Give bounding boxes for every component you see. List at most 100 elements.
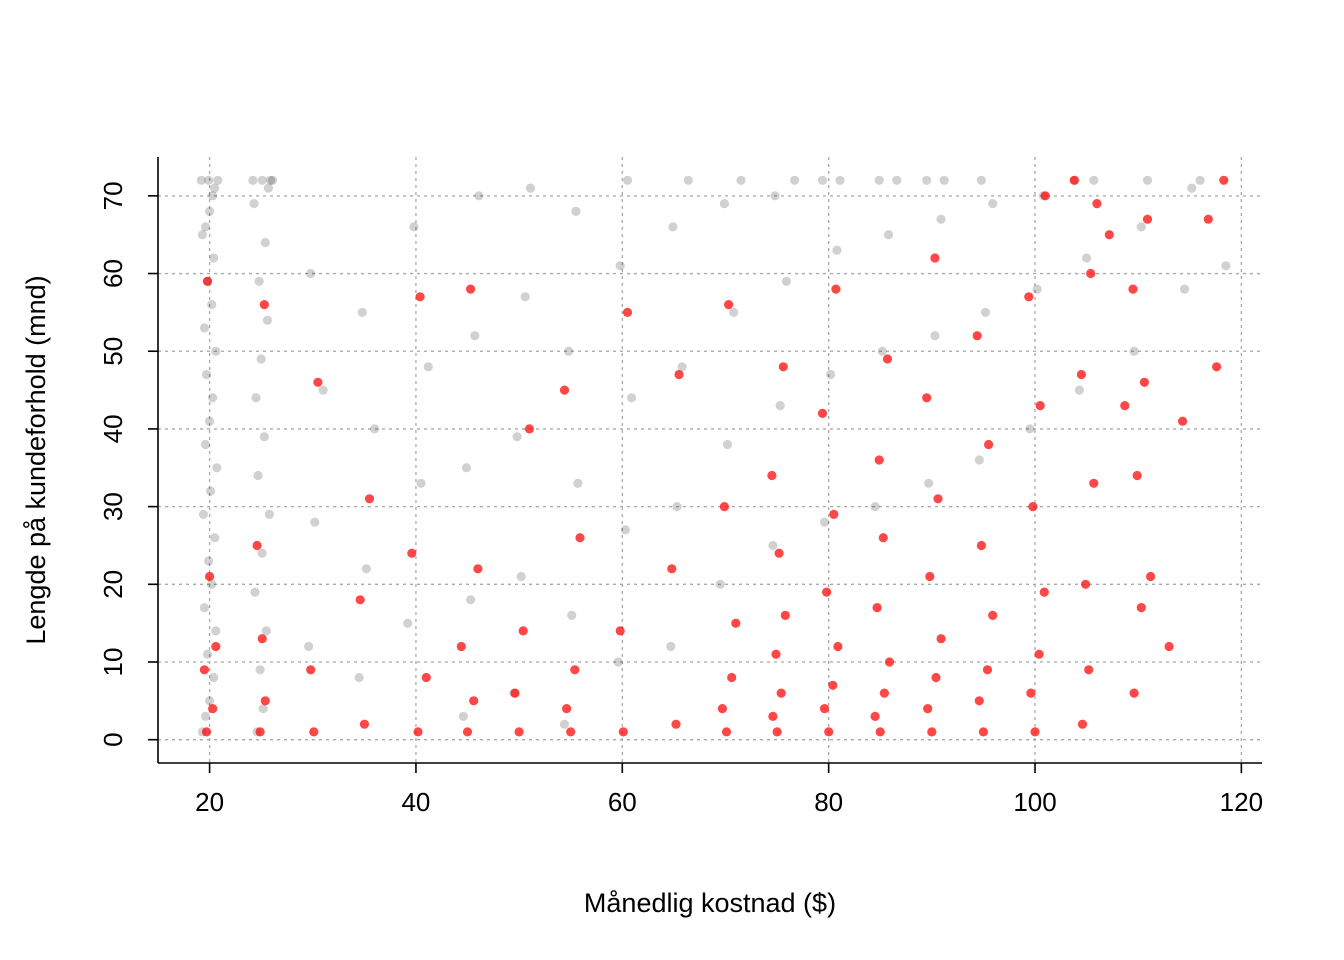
red-point bbox=[667, 564, 677, 574]
black-point bbox=[458, 711, 468, 722]
red-point bbox=[259, 300, 269, 310]
black-point bbox=[205, 206, 215, 216]
red-point bbox=[199, 665, 209, 675]
black-point bbox=[672, 502, 682, 512]
black-point bbox=[1089, 175, 1099, 185]
black-point bbox=[627, 393, 637, 403]
red-point bbox=[1077, 719, 1088, 729]
black-point bbox=[939, 175, 949, 185]
red-point bbox=[257, 634, 267, 644]
black-point bbox=[1032, 284, 1042, 294]
black-point bbox=[259, 432, 269, 442]
x-tick-label: 60 bbox=[608, 787, 637, 817]
red-point bbox=[870, 711, 880, 722]
red-point bbox=[1034, 649, 1044, 659]
black-point bbox=[1142, 175, 1153, 185]
red-point bbox=[674, 369, 684, 380]
red-point bbox=[1212, 362, 1222, 372]
red-point bbox=[933, 494, 943, 504]
black-point bbox=[199, 323, 209, 333]
black-point bbox=[922, 175, 932, 185]
red-point bbox=[1028, 502, 1038, 512]
red-point bbox=[719, 502, 730, 512]
red-point bbox=[882, 354, 893, 364]
series-black-points bbox=[196, 175, 1231, 737]
red-point bbox=[575, 533, 585, 543]
black-point bbox=[213, 175, 223, 185]
red-point bbox=[1139, 377, 1149, 387]
black-point bbox=[306, 268, 316, 279]
red-point bbox=[1089, 478, 1099, 488]
black-point bbox=[200, 711, 211, 722]
red-point bbox=[562, 704, 572, 714]
red-point bbox=[931, 672, 941, 683]
black-point bbox=[470, 331, 480, 341]
red-point bbox=[976, 540, 987, 551]
black-point bbox=[715, 579, 725, 589]
black-point bbox=[573, 478, 583, 488]
red-point bbox=[456, 641, 466, 652]
red-point bbox=[671, 719, 681, 729]
red-point bbox=[930, 253, 940, 263]
grid-lines bbox=[158, 157, 1262, 763]
black-point bbox=[571, 206, 581, 216]
black-point bbox=[1082, 253, 1092, 263]
black-point bbox=[210, 183, 220, 193]
black-point bbox=[668, 222, 678, 232]
red-point bbox=[510, 688, 520, 698]
y-tick-label: 50 bbox=[98, 337, 128, 366]
black-point bbox=[255, 665, 265, 675]
black-point bbox=[835, 175, 845, 185]
black-point bbox=[208, 393, 218, 403]
red-point bbox=[984, 439, 994, 450]
red-point bbox=[413, 727, 423, 737]
black-point bbox=[817, 175, 828, 185]
black-point bbox=[262, 315, 272, 325]
y-tick-label: 30 bbox=[98, 492, 128, 521]
red-point bbox=[462, 727, 473, 737]
black-point bbox=[260, 237, 270, 248]
black-point bbox=[265, 175, 276, 185]
red-point bbox=[469, 696, 479, 706]
black-point bbox=[620, 525, 631, 535]
black-point bbox=[205, 416, 215, 426]
black-point bbox=[877, 346, 887, 356]
red-point bbox=[473, 564, 483, 574]
black-point bbox=[775, 401, 785, 411]
black-point bbox=[211, 626, 221, 636]
black-point bbox=[423, 362, 433, 372]
red-point bbox=[874, 455, 884, 465]
black-point bbox=[370, 424, 380, 434]
black-point bbox=[567, 610, 577, 621]
black-point bbox=[249, 199, 259, 209]
black-point bbox=[304, 641, 314, 652]
red-point bbox=[208, 704, 218, 714]
red-point bbox=[1084, 665, 1094, 675]
black-point bbox=[357, 307, 367, 317]
black-point bbox=[832, 245, 842, 255]
red-point bbox=[778, 362, 788, 372]
black-point bbox=[257, 175, 267, 185]
red-point bbox=[922, 393, 932, 403]
red-point bbox=[359, 719, 369, 729]
black-point bbox=[202, 649, 213, 659]
black-point bbox=[207, 579, 217, 589]
red-point bbox=[819, 704, 830, 714]
red-point bbox=[772, 727, 782, 737]
red-point bbox=[1132, 470, 1142, 481]
red-point bbox=[1030, 727, 1040, 737]
black-point bbox=[198, 509, 208, 519]
black-point bbox=[361, 564, 371, 574]
ticks: 20 40 60 80 100 120 0 10 20 30 40 50 60 70 bbox=[98, 181, 1263, 817]
red-point bbox=[407, 548, 417, 558]
red-point bbox=[879, 688, 890, 698]
black-point bbox=[354, 672, 364, 683]
black-point bbox=[622, 175, 633, 185]
black-point bbox=[205, 696, 215, 706]
black-point bbox=[512, 432, 522, 442]
red-point bbox=[833, 641, 843, 652]
black-point bbox=[1221, 261, 1231, 271]
red-point bbox=[1219, 175, 1229, 185]
